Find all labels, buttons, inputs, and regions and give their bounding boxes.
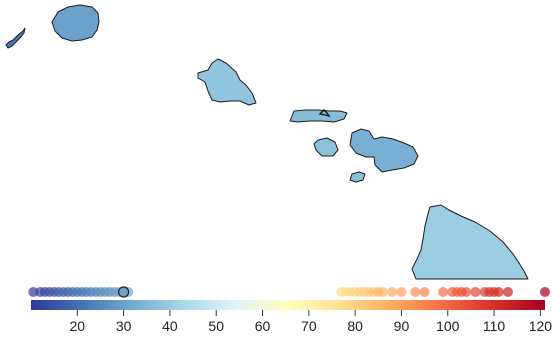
molokai-outline-detail — [318, 109, 331, 118]
color-scale-legend: 20 30 40 50 60 70 80 90 100 110 120 — [22, 280, 553, 339]
tick-label: 40 — [162, 318, 178, 334]
legend-dot — [419, 287, 430, 297]
legend-ticks: 20 30 40 50 60 70 80 90 100 110 120 — [70, 310, 553, 334]
legend-dot — [461, 287, 472, 297]
islands-layer — [5, 4, 529, 280]
tick-label: 70 — [301, 318, 317, 334]
legend-dot — [438, 287, 449, 297]
legend-dot — [28, 287, 39, 297]
tick-label: 110 — [483, 318, 506, 334]
tick-label: 50 — [208, 318, 224, 334]
legend-dot-highlighted — [118, 286, 130, 298]
legend-dot — [396, 287, 407, 297]
island-lanai[interactable] — [313, 137, 339, 157]
tick-label: 60 — [255, 318, 271, 334]
legend-dot — [410, 287, 421, 297]
legend-dot — [493, 287, 504, 297]
legend-dot — [387, 287, 398, 297]
legend-dot — [470, 287, 481, 297]
island-maui[interactable] — [349, 128, 419, 173]
tick-label: 80 — [347, 318, 363, 334]
island-kauai[interactable] — [51, 4, 100, 42]
legend-dot — [502, 287, 513, 297]
island-hawaii[interactable] — [411, 204, 529, 280]
color-scale-bar — [31, 300, 545, 310]
island-oahu[interactable] — [197, 58, 257, 106]
legend-dot — [540, 287, 550, 297]
island-molokai[interactable] — [289, 109, 348, 123]
tick-label: 20 — [70, 318, 86, 334]
legend-dot — [377, 287, 388, 297]
tick-label: 90 — [394, 318, 410, 334]
legend-value-dots — [28, 286, 550, 298]
tick-label: 30 — [116, 318, 132, 334]
tick-label: 120 — [529, 318, 553, 334]
tick-label: 100 — [436, 318, 460, 334]
island-niihau[interactable] — [5, 27, 26, 49]
island-kahoolawe[interactable] — [349, 171, 366, 183]
